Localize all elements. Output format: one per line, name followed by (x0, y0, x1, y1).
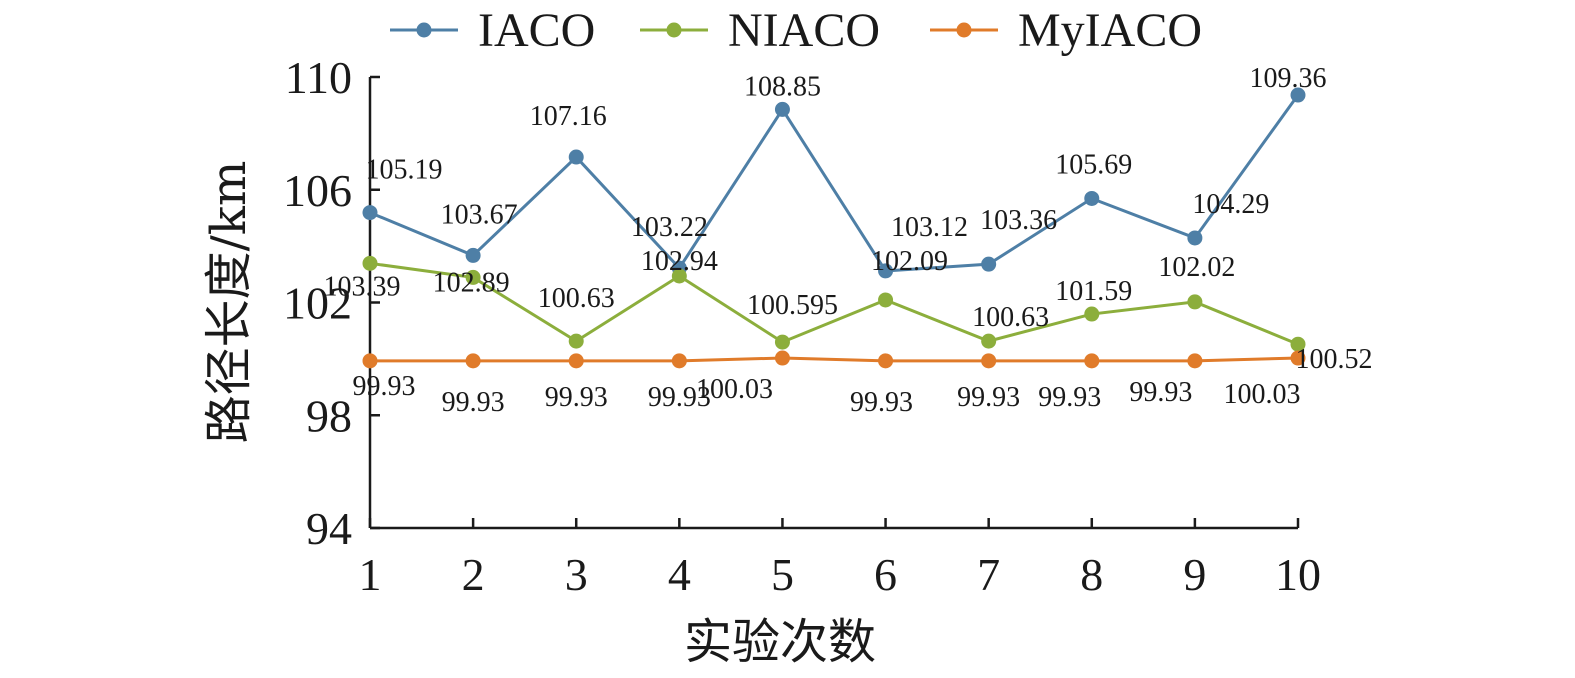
y-tick-label: 94 (306, 503, 352, 554)
legend-marker (416, 22, 432, 38)
data-point (1290, 336, 1306, 352)
data-label: 99.93 (1038, 382, 1101, 413)
data-point (981, 333, 997, 349)
x-tick-label: 7 (977, 549, 1000, 600)
y-tick-label: 106 (283, 165, 352, 216)
legend-label: MyIACO (1018, 4, 1202, 57)
series-line (370, 356, 1299, 363)
data-point (1290, 87, 1306, 103)
legend-label: IACO (478, 4, 595, 57)
data-label: 103.67 (441, 199, 518, 230)
data-label: 99.93 (353, 371, 416, 402)
x-tick-label: 4 (668, 549, 691, 600)
legend-label: NIACO (728, 4, 880, 57)
data-point (465, 353, 481, 369)
data-label: 100.595 (747, 290, 838, 321)
data-point (1084, 353, 1100, 369)
x-tick-label: 10 (1275, 549, 1321, 600)
x-tick-label: 3 (565, 549, 588, 600)
data-point (568, 333, 584, 349)
data-label: 109.36 (1250, 63, 1327, 94)
data-label: 105.19 (366, 155, 443, 186)
x-tick-label: 1 (359, 549, 382, 600)
y-tick-label: 102 (283, 278, 352, 329)
data-label: 99.93 (545, 382, 608, 413)
data-label: 103.36 (980, 205, 1057, 236)
data-label: 102.09 (871, 246, 948, 277)
data-label: 102.94 (641, 246, 718, 277)
series-layer (362, 87, 1306, 369)
data-point (878, 263, 894, 279)
data-label: 105.69 (1055, 149, 1132, 180)
series-niaco (362, 255, 1306, 352)
legend-item-iaco: IACO (390, 4, 595, 57)
data-point (774, 350, 790, 366)
y-axis-title: 路径长度/km (201, 161, 257, 444)
data-point (1290, 350, 1306, 366)
data-label: 100.63 (972, 302, 1049, 333)
data-label: 103.12 (891, 212, 968, 243)
data-label: 100.03 (696, 374, 773, 405)
y-tick-label: 98 (306, 390, 352, 441)
data-point (1187, 353, 1203, 369)
data-label: 100.63 (538, 283, 615, 314)
data-point (774, 334, 790, 350)
data-label: 99.93 (648, 382, 711, 413)
data-label: 102.89 (433, 267, 510, 298)
data-labels: 105.19 103.67 107.16 103.22 108.85 103.12 103.… (324, 63, 1373, 418)
x-tick-label: 2 (462, 549, 485, 600)
x-tick-label: 8 (1080, 549, 1103, 600)
data-point (362, 353, 378, 369)
data-label: 103.39 (324, 271, 401, 302)
axes: 94 98 102 106 110 1 2 3 4 5 6 7 8 9 10 (283, 52, 1321, 600)
data-point (1084, 190, 1100, 206)
data-point (465, 247, 481, 263)
data-label: 102.02 (1158, 252, 1235, 283)
data-point (981, 353, 997, 369)
data-point (981, 256, 997, 272)
data-label: 99.93 (850, 387, 913, 418)
data-label: 101.59 (1055, 276, 1132, 307)
data-label: 99.93 (442, 387, 505, 418)
data-label: 99.93 (957, 382, 1020, 413)
data-label: 99.93 (1129, 377, 1192, 408)
data-label: 108.85 (744, 71, 821, 102)
series-line (369, 94, 1300, 273)
y-tick-label: 110 (285, 52, 352, 103)
data-point (362, 255, 378, 271)
data-point (671, 268, 687, 284)
legend: IACO NIACO MyIACO (390, 4, 1202, 57)
data-point (568, 149, 584, 165)
data-label: 100.52 (1296, 344, 1373, 375)
x-tick-label: 9 (1183, 549, 1206, 600)
x-axis-title: 实验次数 (684, 614, 876, 670)
x-tick-label: 6 (874, 549, 897, 600)
data-point (671, 353, 687, 369)
data-point (878, 353, 894, 369)
legend-marker (956, 22, 972, 38)
data-point (1187, 230, 1203, 246)
series-iaco (362, 87, 1306, 279)
data-point (1084, 306, 1100, 322)
data-label: 100.03 (1224, 379, 1301, 410)
series-line (369, 261, 1299, 346)
data-point (568, 353, 584, 369)
legend-item-myiaco: MyIACO (930, 4, 1202, 57)
data-point (362, 205, 378, 221)
data-point (878, 292, 894, 308)
legend-marker (666, 22, 682, 38)
data-label: 104.29 (1192, 189, 1269, 220)
data-point (465, 269, 481, 285)
data-label: 103.22 (631, 212, 708, 243)
data-point (1187, 294, 1203, 310)
legend-item-niaco: NIACO (640, 4, 880, 57)
data-point (774, 101, 790, 117)
data-label: 107.16 (530, 101, 607, 132)
x-tick-label: 5 (771, 549, 794, 600)
x-ticks: 1 2 3 4 5 6 7 8 9 10 (359, 518, 1321, 600)
y-ticks: 94 98 102 106 110 (283, 52, 380, 554)
series-myiaco (362, 350, 1306, 369)
